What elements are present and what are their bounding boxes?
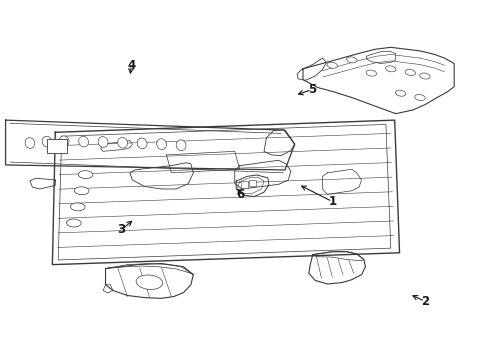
Polygon shape [308, 252, 365, 284]
Ellipse shape [74, 187, 89, 195]
Polygon shape [58, 125, 390, 260]
Ellipse shape [98, 136, 108, 147]
Ellipse shape [136, 275, 163, 289]
Polygon shape [105, 264, 193, 298]
Ellipse shape [59, 136, 69, 147]
Polygon shape [234, 160, 290, 189]
Ellipse shape [118, 137, 127, 148]
Polygon shape [303, 47, 453, 114]
Polygon shape [322, 169, 361, 194]
Ellipse shape [79, 136, 88, 147]
Polygon shape [166, 151, 239, 173]
Ellipse shape [137, 138, 147, 149]
Ellipse shape [404, 69, 415, 76]
Ellipse shape [176, 140, 185, 150]
Text: 4: 4 [127, 59, 135, 72]
Polygon shape [236, 175, 268, 197]
Bar [241, 181, 247, 188]
Text: 1: 1 [327, 195, 336, 208]
Ellipse shape [66, 219, 81, 227]
Polygon shape [30, 178, 55, 189]
Polygon shape [297, 58, 326, 80]
Text: 2: 2 [420, 295, 428, 308]
FancyBboxPatch shape [47, 139, 66, 153]
Ellipse shape [156, 139, 166, 149]
Ellipse shape [326, 62, 337, 68]
Polygon shape [101, 140, 132, 151]
Polygon shape [264, 130, 294, 156]
Polygon shape [130, 163, 193, 189]
Polygon shape [366, 51, 395, 63]
Ellipse shape [385, 66, 395, 72]
Ellipse shape [366, 70, 376, 76]
Polygon shape [52, 120, 399, 265]
Text: 5: 5 [307, 83, 315, 96]
Ellipse shape [414, 95, 425, 100]
Ellipse shape [346, 57, 356, 63]
Ellipse shape [42, 136, 52, 147]
Ellipse shape [419, 73, 429, 79]
Text: 6: 6 [236, 188, 244, 201]
Bar [249, 180, 256, 186]
Ellipse shape [394, 90, 405, 96]
Ellipse shape [70, 203, 85, 211]
Polygon shape [103, 285, 113, 293]
Ellipse shape [78, 171, 93, 179]
Polygon shape [5, 120, 294, 170]
Text: 3: 3 [117, 223, 125, 236]
Ellipse shape [25, 138, 35, 148]
